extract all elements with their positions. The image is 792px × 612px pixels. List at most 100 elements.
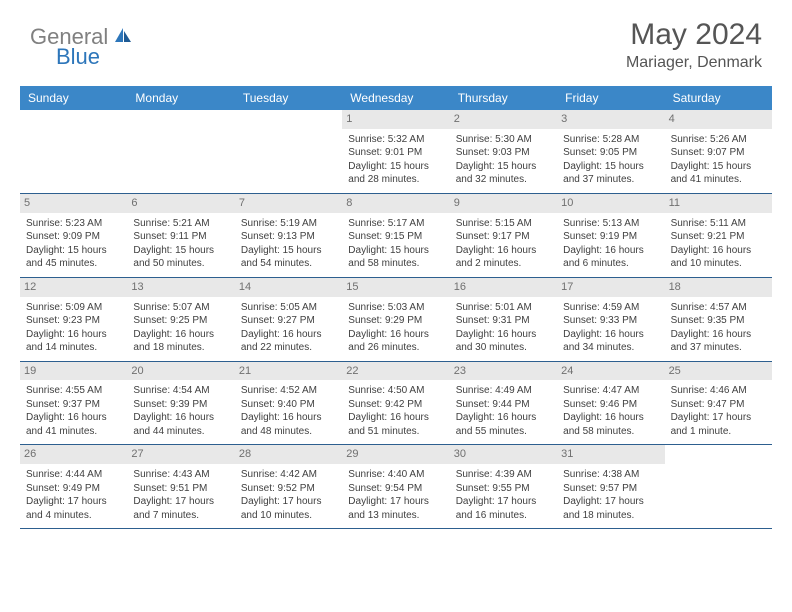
daylight-text: Daylight: 16 hours and 26 minutes. xyxy=(348,328,443,355)
day-cell: 27Sunrise: 4:43 AMSunset: 9:51 PMDayligh… xyxy=(127,445,234,528)
sunrise-text: Sunrise: 5:01 AM xyxy=(456,301,551,315)
sunrise-text: Sunrise: 4:49 AM xyxy=(456,384,551,398)
sunset-text: Sunset: 9:05 PM xyxy=(563,146,658,160)
day-cell xyxy=(127,110,234,193)
day-cell: 2Sunrise: 5:30 AMSunset: 9:03 PMDaylight… xyxy=(450,110,557,193)
daylight-text: Daylight: 16 hours and 51 minutes. xyxy=(348,411,443,438)
logo-text-blue: Blue xyxy=(56,44,100,70)
day-cell: 17Sunrise: 4:59 AMSunset: 9:33 PMDayligh… xyxy=(557,278,664,361)
date-number: 22 xyxy=(342,362,449,381)
day-cell: 14Sunrise: 5:05 AMSunset: 9:27 PMDayligh… xyxy=(235,278,342,361)
day-cell: 18Sunrise: 4:57 AMSunset: 9:35 PMDayligh… xyxy=(665,278,772,361)
header: General Blue May 2024 Mariager, Denmark xyxy=(0,0,792,78)
day-cell: 9Sunrise: 5:15 AMSunset: 9:17 PMDaylight… xyxy=(450,194,557,277)
date-number: 18 xyxy=(665,278,772,297)
daylight-text: Daylight: 16 hours and 18 minutes. xyxy=(133,328,228,355)
day-cell xyxy=(665,445,772,528)
daylight-text: Daylight: 16 hours and 34 minutes. xyxy=(563,328,658,355)
sunrise-text: Sunrise: 4:52 AM xyxy=(241,384,336,398)
sunrise-text: Sunrise: 5:26 AM xyxy=(671,133,766,147)
day-header-wed: Wednesday xyxy=(342,86,449,110)
daylight-text: Daylight: 17 hours and 16 minutes. xyxy=(456,495,551,522)
sunset-text: Sunset: 9:52 PM xyxy=(241,482,336,496)
sunrise-text: Sunrise: 4:43 AM xyxy=(133,468,228,482)
sunrise-text: Sunrise: 5:03 AM xyxy=(348,301,443,315)
day-cell: 24Sunrise: 4:47 AMSunset: 9:46 PMDayligh… xyxy=(557,362,664,445)
day-cell: 31Sunrise: 4:38 AMSunset: 9:57 PMDayligh… xyxy=(557,445,664,528)
sunset-text: Sunset: 9:19 PM xyxy=(563,230,658,244)
day-header-fri: Friday xyxy=(557,86,664,110)
daylight-text: Daylight: 15 hours and 41 minutes. xyxy=(671,160,766,187)
week-row: 1Sunrise: 5:32 AMSunset: 9:01 PMDaylight… xyxy=(20,110,772,194)
sunrise-text: Sunrise: 4:40 AM xyxy=(348,468,443,482)
title-block: May 2024 Mariager, Denmark xyxy=(626,18,762,72)
daylight-text: Daylight: 15 hours and 50 minutes. xyxy=(133,244,228,271)
date-number: 30 xyxy=(450,445,557,464)
sunset-text: Sunset: 9:11 PM xyxy=(133,230,228,244)
day-cell: 16Sunrise: 5:01 AMSunset: 9:31 PMDayligh… xyxy=(450,278,557,361)
week-row: 19Sunrise: 4:55 AMSunset: 9:37 PMDayligh… xyxy=(20,362,772,446)
date-number: 12 xyxy=(20,278,127,297)
sunset-text: Sunset: 9:07 PM xyxy=(671,146,766,160)
sunset-text: Sunset: 9:42 PM xyxy=(348,398,443,412)
daylight-text: Daylight: 16 hours and 48 minutes. xyxy=(241,411,336,438)
sunset-text: Sunset: 9:46 PM xyxy=(563,398,658,412)
daylight-text: Daylight: 16 hours and 58 minutes. xyxy=(563,411,658,438)
daylight-text: Daylight: 17 hours and 1 minute. xyxy=(671,411,766,438)
location: Mariager, Denmark xyxy=(626,54,762,72)
date-number: 8 xyxy=(342,194,449,213)
sunrise-text: Sunrise: 5:11 AM xyxy=(671,217,766,231)
date-number: 10 xyxy=(557,194,664,213)
daylight-text: Daylight: 17 hours and 7 minutes. xyxy=(133,495,228,522)
day-cell: 21Sunrise: 4:52 AMSunset: 9:40 PMDayligh… xyxy=(235,362,342,445)
sunrise-text: Sunrise: 4:59 AM xyxy=(563,301,658,315)
sunrise-text: Sunrise: 5:32 AM xyxy=(348,133,443,147)
sunrise-text: Sunrise: 5:17 AM xyxy=(348,217,443,231)
day-cell: 11Sunrise: 5:11 AMSunset: 9:21 PMDayligh… xyxy=(665,194,772,277)
daylight-text: Daylight: 17 hours and 4 minutes. xyxy=(26,495,121,522)
day-cell: 29Sunrise: 4:40 AMSunset: 9:54 PMDayligh… xyxy=(342,445,449,528)
daylight-text: Daylight: 15 hours and 45 minutes. xyxy=(26,244,121,271)
day-cell: 13Sunrise: 5:07 AMSunset: 9:25 PMDayligh… xyxy=(127,278,234,361)
daylight-text: Daylight: 16 hours and 55 minutes. xyxy=(456,411,551,438)
sunset-text: Sunset: 9:40 PM xyxy=(241,398,336,412)
date-number: 3 xyxy=(557,110,664,129)
daylight-text: Daylight: 16 hours and 6 minutes. xyxy=(563,244,658,271)
sunrise-text: Sunrise: 5:28 AM xyxy=(563,133,658,147)
sail-icon xyxy=(113,26,133,49)
date-number: 24 xyxy=(557,362,664,381)
day-cell: 19Sunrise: 4:55 AMSunset: 9:37 PMDayligh… xyxy=(20,362,127,445)
sunset-text: Sunset: 9:37 PM xyxy=(26,398,121,412)
sunset-text: Sunset: 9:25 PM xyxy=(133,314,228,328)
day-cell xyxy=(235,110,342,193)
sunrise-text: Sunrise: 5:23 AM xyxy=(26,217,121,231)
sunrise-text: Sunrise: 4:50 AM xyxy=(348,384,443,398)
day-cell: 8Sunrise: 5:17 AMSunset: 9:15 PMDaylight… xyxy=(342,194,449,277)
daylight-text: Daylight: 16 hours and 37 minutes. xyxy=(671,328,766,355)
date-number: 1 xyxy=(342,110,449,129)
date-number: 26 xyxy=(20,445,127,464)
daylight-text: Daylight: 15 hours and 28 minutes. xyxy=(348,160,443,187)
sunrise-text: Sunrise: 5:30 AM xyxy=(456,133,551,147)
sunrise-text: Sunrise: 5:05 AM xyxy=(241,301,336,315)
sunset-text: Sunset: 9:54 PM xyxy=(348,482,443,496)
day-header-row: Sunday Monday Tuesday Wednesday Thursday… xyxy=(20,86,772,110)
sunrise-text: Sunrise: 5:07 AM xyxy=(133,301,228,315)
sunrise-text: Sunrise: 4:42 AM xyxy=(241,468,336,482)
daylight-text: Daylight: 15 hours and 37 minutes. xyxy=(563,160,658,187)
month-title: May 2024 xyxy=(626,18,762,52)
day-cell: 30Sunrise: 4:39 AMSunset: 9:55 PMDayligh… xyxy=(450,445,557,528)
sunrise-text: Sunrise: 4:44 AM xyxy=(26,468,121,482)
day-header-tue: Tuesday xyxy=(235,86,342,110)
sunset-text: Sunset: 9:23 PM xyxy=(26,314,121,328)
daylight-text: Daylight: 17 hours and 10 minutes. xyxy=(241,495,336,522)
daylight-text: Daylight: 16 hours and 30 minutes. xyxy=(456,328,551,355)
day-header-sat: Saturday xyxy=(665,86,772,110)
sunrise-text: Sunrise: 5:15 AM xyxy=(456,217,551,231)
sunset-text: Sunset: 9:03 PM xyxy=(456,146,551,160)
date-number: 9 xyxy=(450,194,557,213)
sunrise-text: Sunrise: 5:21 AM xyxy=(133,217,228,231)
sunset-text: Sunset: 9:35 PM xyxy=(671,314,766,328)
sunset-text: Sunset: 9:01 PM xyxy=(348,146,443,160)
day-cell: 28Sunrise: 4:42 AMSunset: 9:52 PMDayligh… xyxy=(235,445,342,528)
